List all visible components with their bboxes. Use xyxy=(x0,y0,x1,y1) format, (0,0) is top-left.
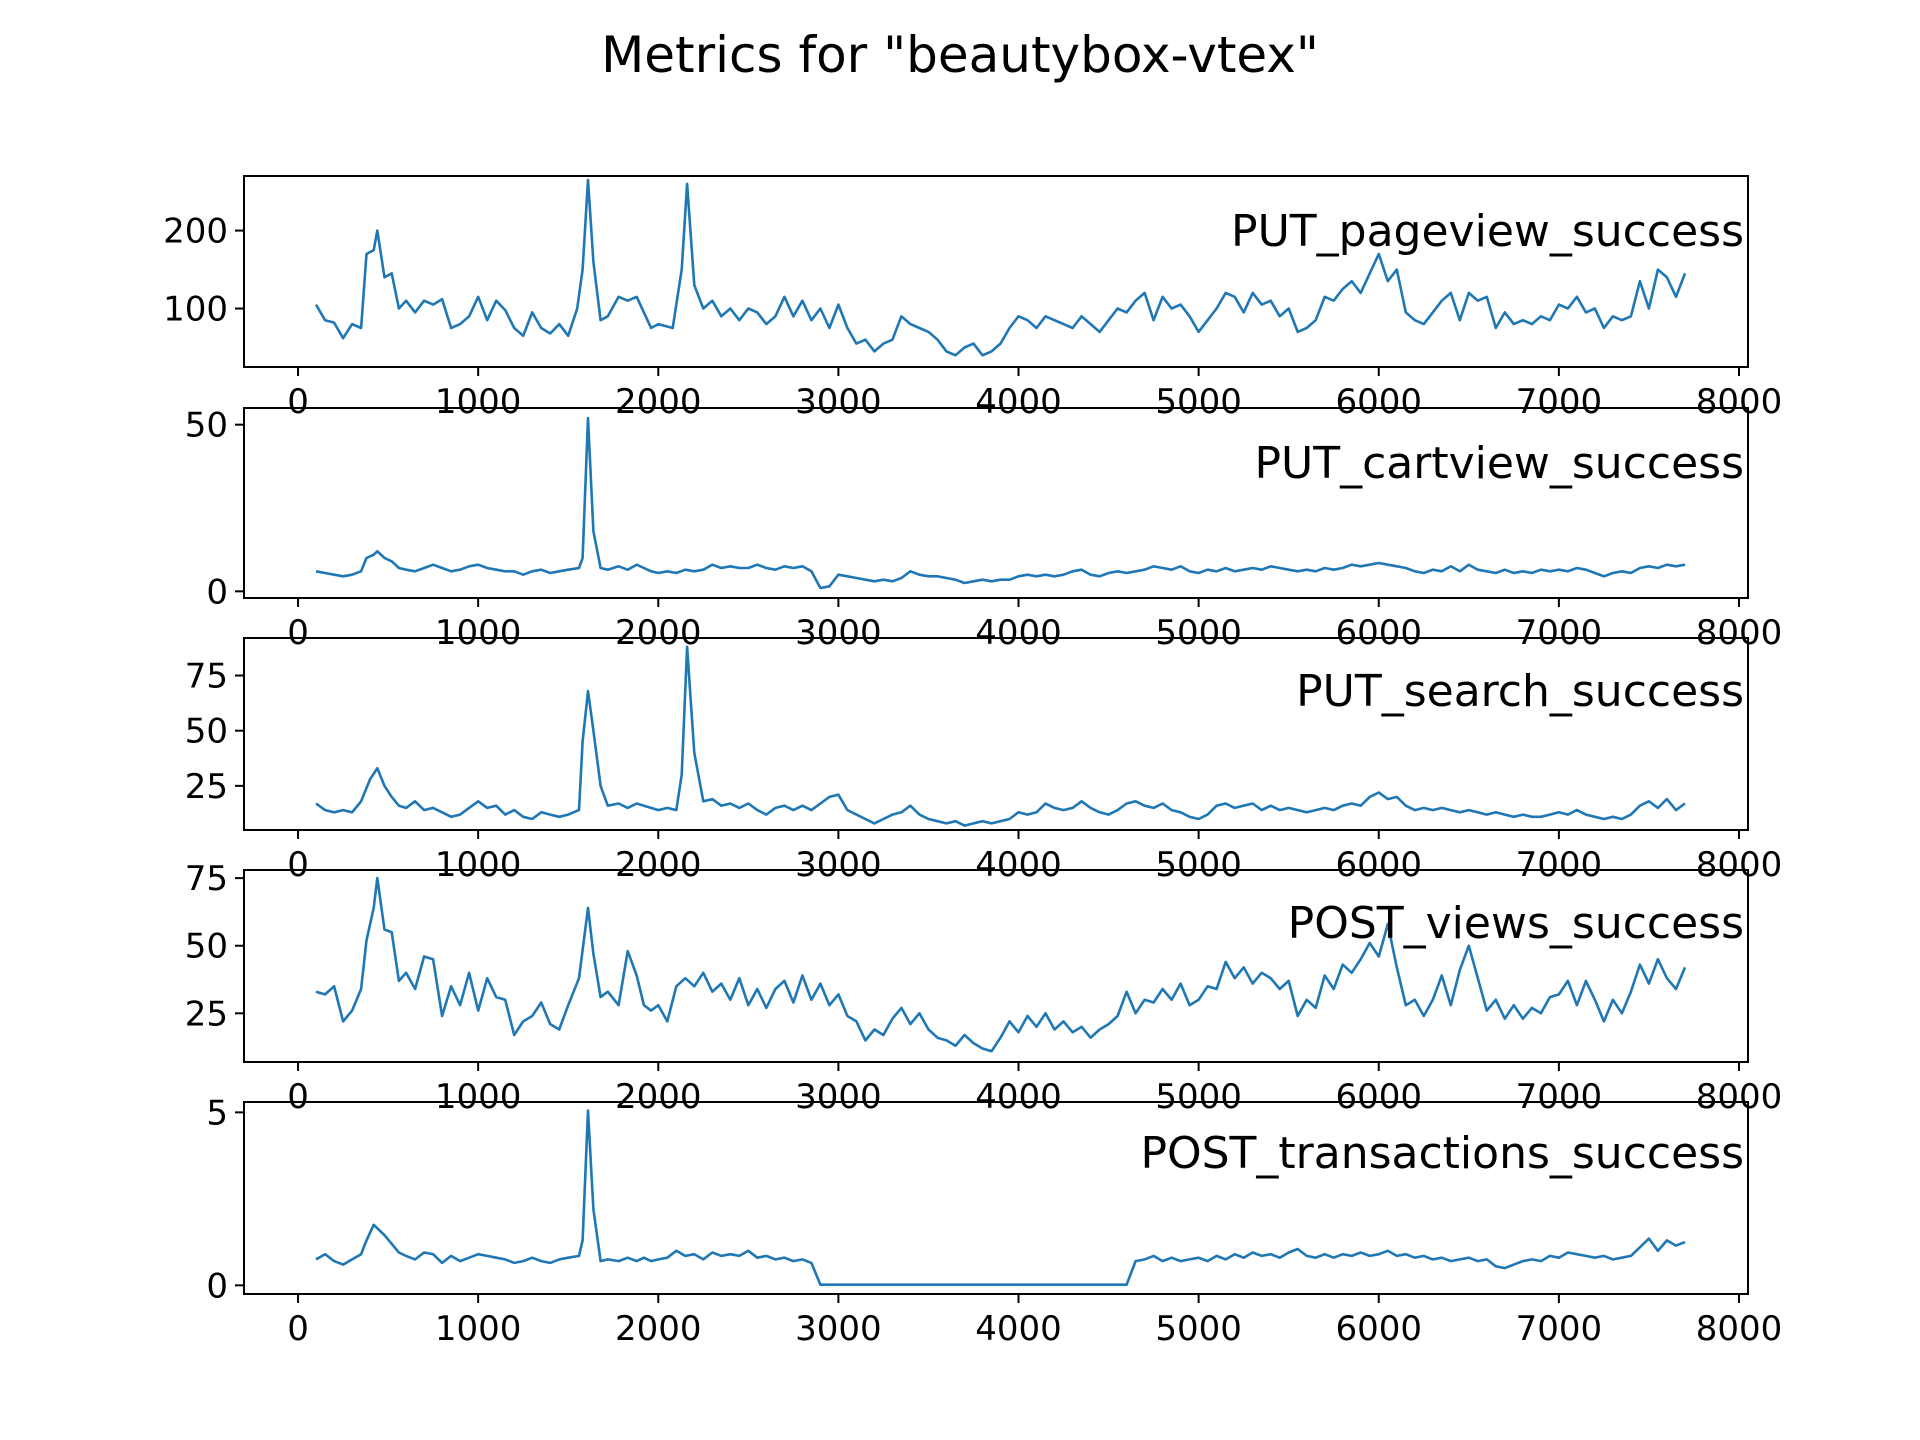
x-tick-label: 7000 xyxy=(1516,845,1603,885)
y-tick-label: 100 xyxy=(163,290,228,330)
x-tick-label: 8000 xyxy=(1696,382,1783,422)
subplot-1: 0 1000 2000 3000 4000 5000 6000 7000 8000100200 … xyxy=(163,175,1783,422)
x-tick-label: 4000 xyxy=(975,1077,1062,1117)
x-tick-label: 8000 xyxy=(1696,1309,1783,1349)
y-tick-label: 0 xyxy=(206,1266,228,1306)
x-tick-label: 1000 xyxy=(435,1309,522,1349)
x-tick-label: 1000 xyxy=(435,1077,522,1117)
series-line-5 xyxy=(315,1109,1686,1286)
axes-frame xyxy=(243,869,1749,1063)
subplot-3: 0 1000 2000 3000 4000 5000 6000 7000 8000255075 … xyxy=(185,637,1783,885)
y-tick-label: 50 xyxy=(185,712,228,752)
x-tick-label: 0 xyxy=(287,1309,309,1349)
x-tick-label: 6000 xyxy=(1335,845,1422,885)
x-tick-label: 2000 xyxy=(615,613,702,653)
y-tick-label: 75 xyxy=(185,859,228,899)
x-tick-label: 3000 xyxy=(795,382,882,422)
x-tick-label: 3000 xyxy=(795,613,882,653)
y-tick-label: 25 xyxy=(185,994,228,1034)
axes-frame xyxy=(243,175,1749,368)
y-tick-label: 25 xyxy=(185,767,228,807)
x-tick-label: 6000 xyxy=(1335,613,1422,653)
x-tick-label: 1000 xyxy=(435,845,522,885)
x-tick-label: 6000 xyxy=(1335,1309,1422,1349)
x-tick-label: 2000 xyxy=(615,845,702,885)
x-tick-label: 0 xyxy=(287,382,309,422)
subplot-4-plot: 0 1000 2000 3000 4000 5000 6000 7000 8000 25 50 75 xyxy=(185,859,1783,1117)
x-tick-label: 2000 xyxy=(615,1077,702,1117)
y-tick-label: 0 xyxy=(206,572,228,612)
x-tick-label: 0 xyxy=(287,613,309,653)
subplot-2-plot: 0 1000 2000 3000 4000 5000 6000 7000 8000 0 50 xyxy=(185,406,1783,653)
y-tick-label: 50 xyxy=(185,927,228,967)
x-tick-label: 0 xyxy=(287,1077,309,1117)
subplot-1-series-label: PUT_pageview_success xyxy=(1231,206,1744,257)
x-tick-label: 7000 xyxy=(1516,1309,1603,1349)
y-tick-label: 200 xyxy=(163,212,228,252)
subplot-3-series-label: PUT_search_success xyxy=(1296,666,1744,717)
x-tick-label: 8000 xyxy=(1696,845,1783,885)
x-tick-label: 6000 xyxy=(1335,382,1422,422)
subplot-5-series-label: POST_transactions_success xyxy=(1140,1128,1744,1179)
subplot-2: 0 1000 2000 3000 4000 5000 6000 7000 8000 0 50 PUT… xyxy=(185,406,1783,653)
x-tick-label: 1000 xyxy=(435,382,522,422)
axes-frame xyxy=(243,407,1749,599)
x-tick-label: 8000 xyxy=(1696,613,1783,653)
x-tick-label: 7000 xyxy=(1516,382,1603,422)
x-tick-label: 0 xyxy=(287,845,309,885)
subplot-1-plot: 0 1000 2000 3000 4000 5000 6000 7000 8000 100 200 xyxy=(163,175,1783,422)
y-tick-label: 50 xyxy=(185,406,228,446)
series-line-2 xyxy=(315,416,1686,590)
x-tick-label: 5000 xyxy=(1155,1309,1242,1349)
x-tick-label: 5000 xyxy=(1155,1077,1242,1117)
subplot-2-series-label: PUT_cartview_success xyxy=(1254,438,1744,489)
x-tick-label: 3000 xyxy=(795,845,882,885)
x-tick-label: 7000 xyxy=(1516,1077,1603,1117)
x-tick-label: 4000 xyxy=(975,1309,1062,1349)
x-tick-label: 4000 xyxy=(975,613,1062,653)
subplot-5: 0 1000 2000 3000 4000 5000 6000 7000 8000 0 5 POST… xyxy=(206,1093,1782,1349)
x-tick-label: 2000 xyxy=(615,1309,702,1349)
x-tick-label: 4000 xyxy=(975,382,1062,422)
x-tick-label: 3000 xyxy=(795,1077,882,1117)
y-tick-label: 5 xyxy=(206,1093,228,1133)
series-line-3 xyxy=(315,645,1686,827)
x-tick-label: 8000 xyxy=(1696,1077,1783,1117)
x-tick-label: 5000 xyxy=(1155,613,1242,653)
series-line-4 xyxy=(315,876,1687,1053)
axes-frame xyxy=(243,637,1749,831)
x-tick-label: 6000 xyxy=(1335,1077,1422,1117)
axes-frame xyxy=(243,1101,1749,1295)
x-tick-label: 4000 xyxy=(975,845,1062,885)
subplot-3-plot: 0 1000 2000 3000 4000 5000 6000 7000 8000 25 50 75 xyxy=(185,637,1783,885)
x-tick-label: 7000 xyxy=(1516,613,1603,653)
subplot-5-plot: 0 1000 2000 3000 4000 5000 6000 7000 8000 0 5 xyxy=(206,1093,1782,1349)
subplot-4: 0 1000 2000 3000 4000 5000 6000 7000 8000255075 … xyxy=(185,859,1783,1117)
x-tick-label: 5000 xyxy=(1155,845,1242,885)
x-tick-label: 3000 xyxy=(795,1309,882,1349)
x-tick-label: 5000 xyxy=(1155,382,1242,422)
series-line-1 xyxy=(314,178,1687,357)
subplot-4-series-label: POST_views_success xyxy=(1288,898,1744,949)
x-tick-label: 2000 xyxy=(615,382,702,422)
y-tick-label: 75 xyxy=(185,657,228,697)
x-tick-label: 1000 xyxy=(435,613,522,653)
figure-title: Metrics for "beautybox-vtex" xyxy=(601,26,1319,84)
